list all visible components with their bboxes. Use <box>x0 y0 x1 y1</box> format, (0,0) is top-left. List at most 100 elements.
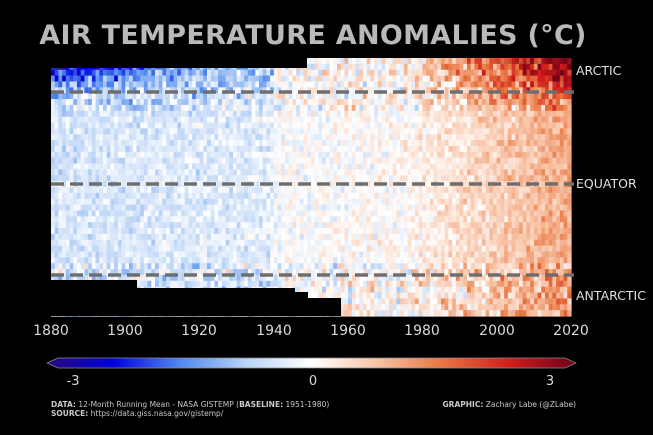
heatmap-cell <box>62 210 67 217</box>
heatmap-cell <box>195 140 201 147</box>
heatmap-cell <box>158 169 164 176</box>
heatmap-cell <box>459 245 464 253</box>
heatmap-cell <box>455 175 461 182</box>
heatmap-cell <box>106 151 112 159</box>
heatmap-cell <box>415 245 420 253</box>
heatmap-cell <box>273 181 279 188</box>
heatmap-cell <box>277 69 282 77</box>
heatmap-cell <box>348 192 353 200</box>
heatmap-cell <box>296 198 301 206</box>
heatmap-cell <box>385 128 390 135</box>
heatmap-cell <box>125 187 130 194</box>
heatmap-cell <box>437 304 442 311</box>
heatmap-cell <box>229 93 234 100</box>
heatmap-cell <box>452 145 457 153</box>
heatmap-cell <box>125 175 130 182</box>
heatmap-cell <box>355 104 360 112</box>
heatmap-cell <box>218 93 223 100</box>
heatmap-cell <box>288 157 294 165</box>
heatmap-cell <box>455 169 461 176</box>
heatmap-cell <box>437 63 442 71</box>
heatmap-cell <box>325 222 331 229</box>
heatmap-cell <box>84 239 89 247</box>
heatmap-cell <box>314 222 320 229</box>
heatmap-cell <box>54 140 60 147</box>
heatmap-cell <box>195 87 201 94</box>
heatmap-cell <box>236 140 242 147</box>
heatmap-cell <box>389 239 394 247</box>
heatmap-cell <box>114 269 119 276</box>
heatmap-cell <box>84 169 89 176</box>
heatmap-cell <box>117 75 123 83</box>
heatmap-cell <box>411 245 416 253</box>
heatmap-cell <box>129 163 134 171</box>
heatmap-cell <box>448 210 453 217</box>
heatmap-cell <box>91 239 97 247</box>
heatmap-cell <box>255 110 260 118</box>
heatmap-cell <box>184 169 190 176</box>
heatmap-cell <box>422 298 427 305</box>
heatmap-cell <box>281 274 286 282</box>
heatmap-cell <box>273 228 279 235</box>
heatmap-cell <box>277 75 282 83</box>
heatmap-cell <box>88 145 93 153</box>
heatmap-cell <box>441 104 446 112</box>
heatmap-cell <box>444 310 450 317</box>
heatmap-cell <box>80 157 86 165</box>
heatmap-cell <box>370 140 375 147</box>
heatmap-cell <box>281 122 286 129</box>
heatmap-cell <box>363 245 368 253</box>
heatmap-cell <box>322 228 327 235</box>
heatmap-cell <box>441 134 446 141</box>
heatmap-cell <box>470 116 476 124</box>
heatmap-cell <box>311 110 316 118</box>
heatmap-cell <box>188 110 193 118</box>
heatmap-cell <box>255 81 260 88</box>
heatmap-cell <box>441 292 446 300</box>
heatmap-cell <box>80 134 86 141</box>
heatmap-cell <box>448 187 453 194</box>
heatmap-cell <box>136 75 141 83</box>
heatmap-cell <box>429 310 435 317</box>
heatmap-cell <box>366 304 372 311</box>
heatmap-cell <box>225 104 230 112</box>
heatmap-cell <box>363 198 368 206</box>
heatmap-cell <box>99 163 104 171</box>
heatmap-cell <box>143 210 149 217</box>
heatmap-cell <box>307 151 312 159</box>
heatmap-cell <box>221 93 227 100</box>
heatmap-cell <box>229 104 234 112</box>
heatmap-cell <box>463 122 468 129</box>
heatmap-cell <box>255 175 260 182</box>
heatmap-cell <box>58 204 63 212</box>
heatmap-cell <box>307 128 312 135</box>
heatmap-cell <box>444 75 450 83</box>
heatmap-cell <box>247 228 253 235</box>
heatmap-cell <box>314 245 320 253</box>
heatmap-cell <box>73 222 78 229</box>
heatmap-cell <box>444 145 450 153</box>
heatmap-cell <box>106 257 112 264</box>
heatmap-cell <box>166 116 171 124</box>
heatmap-cell <box>99 175 104 182</box>
heatmap-cell <box>355 286 360 294</box>
heatmap-cell <box>418 187 424 194</box>
heatmap-cell <box>203 198 208 206</box>
heatmap-cell <box>273 145 279 153</box>
heatmap-cell <box>259 228 264 235</box>
heatmap-cell <box>433 110 438 118</box>
heatmap-cell <box>400 286 405 294</box>
heatmap-cell <box>229 263 234 270</box>
heatmap-cell <box>322 69 327 77</box>
heatmap-cell <box>262 104 268 112</box>
heatmap-cell <box>125 81 130 88</box>
heatmap-cell <box>351 228 357 235</box>
heatmap-cell <box>129 145 134 153</box>
heatmap-cell <box>337 128 342 135</box>
heatmap-cell <box>415 157 420 165</box>
heatmap-cell <box>348 187 353 194</box>
heatmap-cell <box>329 116 334 124</box>
heatmap-cell <box>136 104 141 112</box>
heatmap-cell <box>244 81 249 88</box>
heatmap-cell <box>117 245 123 253</box>
